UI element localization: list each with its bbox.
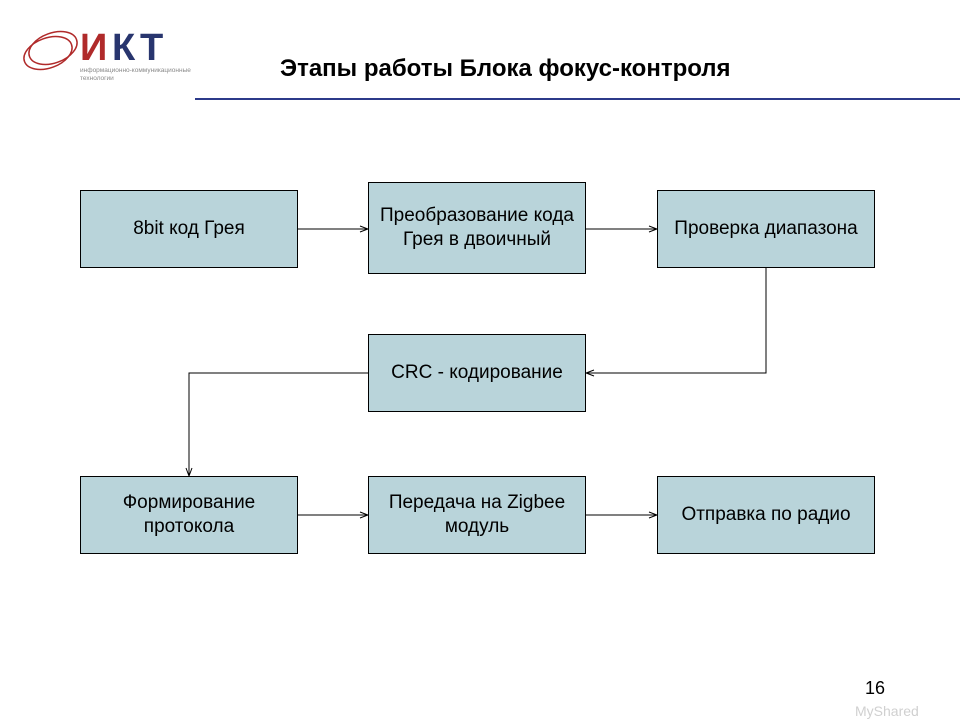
flow-node-n7: Отправка по радио (657, 476, 875, 554)
logo-letter-k: К (112, 27, 136, 69)
logo: И К Т информационно-коммуникационные тех… (20, 20, 210, 90)
header-rule (195, 98, 960, 100)
logo-subtext: информационно-коммуникационные (80, 67, 191, 74)
page-number: 16 (865, 678, 885, 699)
logo-ellipse-icon (20, 25, 82, 75)
flow-node-n6: Передача на Zigbee модуль (368, 476, 586, 554)
watermark: MyShared (855, 703, 919, 719)
flow-node-n3: Проверка диапазона (657, 190, 875, 268)
logo-letter-i: И (80, 27, 107, 69)
flow-node-n5: Формирование протокола (80, 476, 298, 554)
logo-subtext2: технологии (80, 75, 114, 82)
edge-n4-n5 (189, 373, 368, 476)
edge-n3-n4 (586, 268, 766, 373)
logo-letter-t: Т (140, 27, 163, 69)
flow-node-n2: Преобразование кода Грея в двоичный (368, 182, 586, 274)
flow-node-n1: 8bit код Грея (80, 190, 298, 268)
page-title: Этапы работы Блока фокус-контроля (280, 55, 731, 83)
flow-node-n4: CRC - кодирование (368, 334, 586, 412)
